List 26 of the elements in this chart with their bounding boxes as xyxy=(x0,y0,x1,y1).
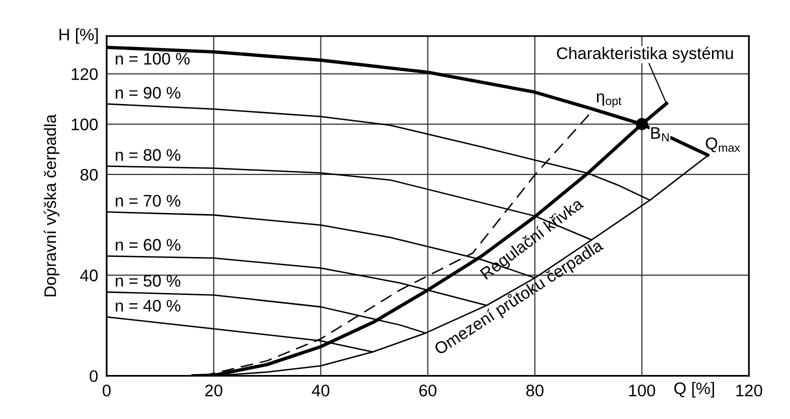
series-label: n = 80 % xyxy=(116,149,180,161)
series-label: n = 60 % xyxy=(116,238,180,251)
y-axis-title: Dopravní výška čerpadla xyxy=(44,114,60,296)
y-tick-label: 100 xyxy=(72,118,98,130)
y-tick-label: 80 xyxy=(80,168,98,181)
x-tick-label: 60 xyxy=(419,384,436,396)
series-label: n = 70 % xyxy=(116,194,180,207)
series-label: n = 50 % xyxy=(116,274,180,287)
y-tick-label: 40 xyxy=(80,270,98,282)
series-label: n = 40 % xyxy=(116,300,180,312)
series-label: n = 100 % xyxy=(116,52,190,65)
text: Charakteristika systému xyxy=(557,46,733,62)
x-tick-label: 40 xyxy=(312,384,330,396)
y-tick-label: 0 xyxy=(90,370,98,382)
annotation: Q$_{max}$ xyxy=(706,137,740,152)
x-tick-label: 80 xyxy=(526,384,544,396)
series-label: n = 90 % xyxy=(116,86,180,99)
x-tick-label: 0 xyxy=(102,384,111,396)
x-tick-label: 20 xyxy=(205,384,222,396)
x-axis-title: Q [%] xyxy=(674,382,714,398)
x-tick-label: 100 xyxy=(629,384,656,396)
annotation: B$_{N}$ xyxy=(651,127,669,142)
y-tick-label: 120 xyxy=(72,68,98,80)
series-label: η$_{opt}$ xyxy=(596,93,622,108)
text: H [%] xyxy=(60,28,98,44)
x-tick-label: 120 xyxy=(736,384,762,396)
